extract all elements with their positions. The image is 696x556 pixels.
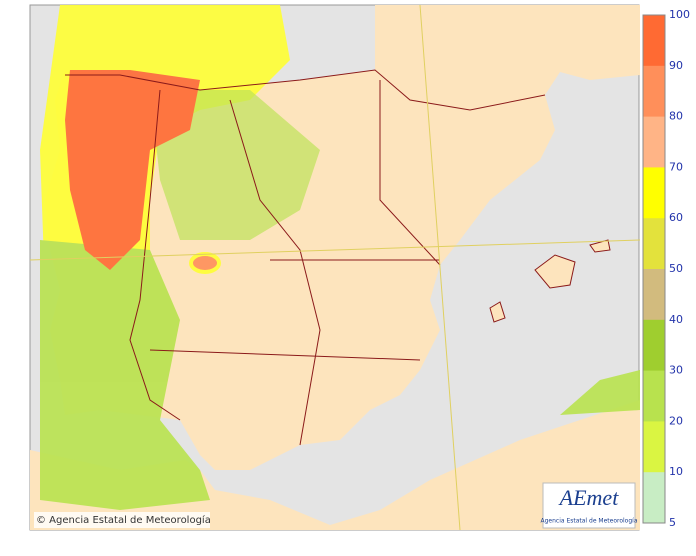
zone-30c: [560, 370, 640, 415]
zone-80: [189, 252, 221, 274]
legend-label: 90: [669, 59, 683, 72]
legend-outline: [642, 14, 666, 524]
ibiza: [489, 301, 506, 323]
logo-box: [542, 482, 636, 529]
legend-label: 50: [669, 262, 683, 275]
border: [65, 69, 546, 111]
legend-label: 30: [669, 364, 683, 377]
legend-swatch: [643, 421, 665, 473]
legend-swatch: [643, 269, 665, 321]
graticule-line: [419, 4, 461, 531]
zone-30b: [150, 90, 320, 240]
mallorca: [534, 254, 576, 289]
legend-label: 40: [669, 313, 683, 326]
legend-swatch: [643, 167, 665, 219]
border: [229, 99, 321, 446]
borders: [65, 69, 546, 446]
logo: AEmet: [558, 485, 620, 510]
legend-swatch: [643, 472, 665, 524]
legend-swatch: [643, 218, 665, 270]
logo-subtitle: Agencia Estatal de Meteorología: [541, 518, 638, 525]
precipitation-overlay: [40, 5, 640, 510]
legend-label: 5: [669, 516, 676, 529]
legend-swatch: [643, 15, 665, 67]
legend-label: 80: [669, 110, 683, 123]
legend-label: 100: [669, 8, 690, 21]
legend-swatch: [643, 370, 665, 422]
legend-label: 70: [669, 160, 683, 173]
copyright: © Agencia Estatal de Meteorología: [36, 514, 211, 526]
legend-label: 20: [669, 414, 683, 427]
legend-swatch: [643, 116, 665, 168]
border: [149, 80, 441, 361]
legend-swatch: [643, 65, 665, 118]
zone-30: [40, 240, 210, 510]
legend: 100 90 80 70 60 50 40 30 20 10 5: [642, 8, 690, 529]
legend-swatch: [643, 319, 665, 372]
graticule-line: [29, 239, 641, 261]
copyright-box: [34, 512, 210, 528]
legend-label: 10: [669, 465, 683, 478]
graticule: [29, 4, 641, 531]
legend-label: 60: [669, 211, 683, 224]
zone-90: [65, 70, 200, 270]
border: [129, 89, 181, 421]
